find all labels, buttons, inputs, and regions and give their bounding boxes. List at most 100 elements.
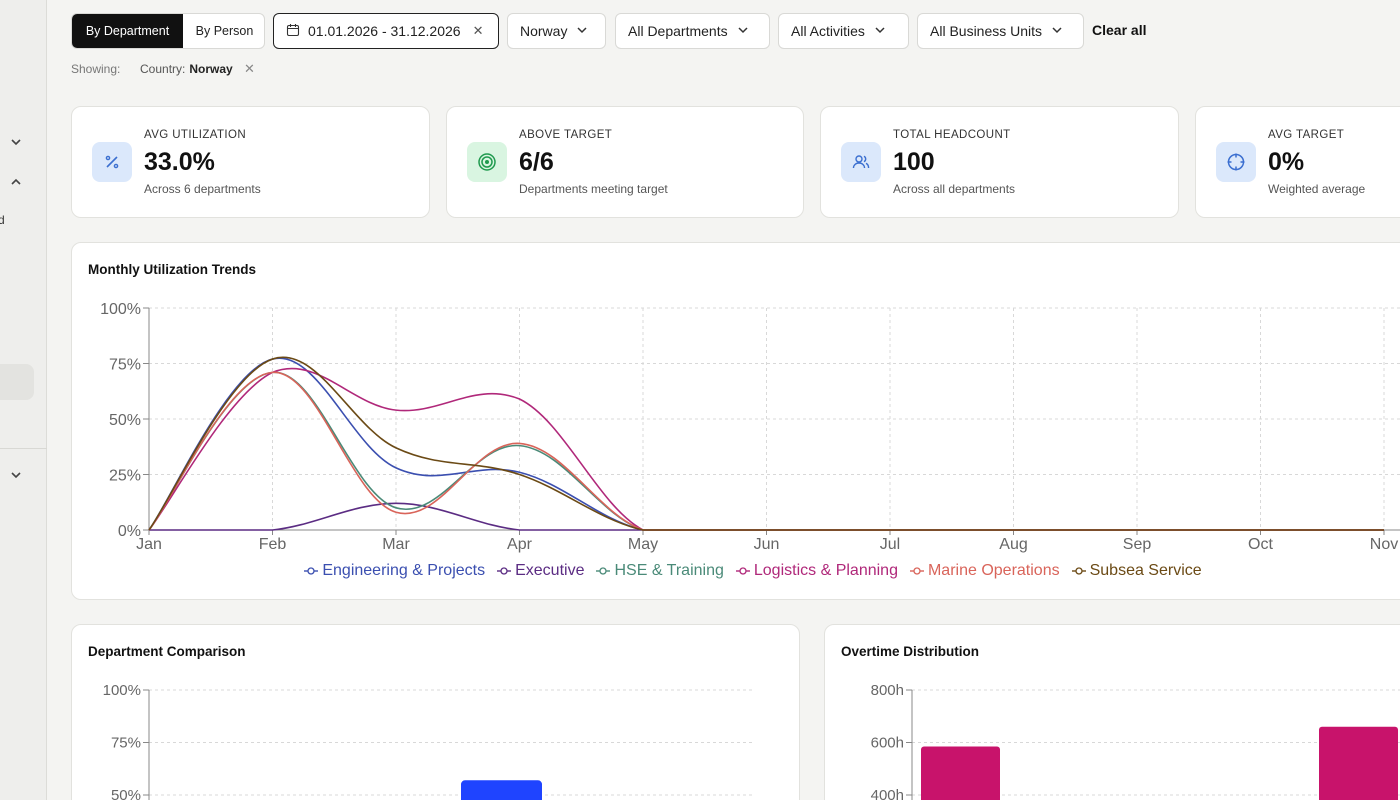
line-chart: 0% 25% 50% 75% 100% Jan Feb Mar Apr May Jun Jul Aug S…: [100, 301, 1400, 553]
date-range-label: 01.01.2026 - 31.12.2026: [308, 23, 461, 39]
date-range-picker[interactable]: 01.01.2026 - 31.12.2026 ✕: [273, 13, 499, 49]
by-department-button[interactable]: By Department: [72, 14, 183, 48]
percent-icon: [92, 142, 132, 182]
legend-swatch-icon: [735, 567, 750, 575]
legend-item[interactable]: HSE & Training: [596, 562, 724, 580]
kpi-subtext: Across 6 departments: [144, 182, 261, 196]
legend-swatch-icon: [909, 567, 924, 575]
sidebar-item-active[interactable]: [0, 364, 34, 400]
business-units-label: All Business Units: [930, 23, 1043, 39]
chart-legend: Engineering & Projects Executive HSE & Tra…: [72, 562, 1400, 580]
legend-label: Engineering & Projects: [322, 562, 486, 579]
filter-chip-value: Norway: [189, 62, 233, 76]
x-tick-label: Apr: [507, 536, 533, 553]
x-tick-label: Oct: [1248, 536, 1273, 553]
y-tick-label: 25%: [109, 468, 141, 485]
legend-label: HSE & Training: [614, 562, 724, 579]
crosshair-icon: [1216, 142, 1256, 182]
y-tick-label: 100%: [100, 301, 141, 318]
x-tick-label: Nov: [1370, 536, 1398, 553]
chevron-down-icon: [736, 23, 750, 40]
kpi-card-avg-target: AVG TARGET 0% Weighted average: [1195, 106, 1400, 218]
chevron-down-icon[interactable]: [8, 134, 24, 150]
country-label: Norway: [520, 23, 568, 39]
y-tick-label: 50%: [109, 412, 141, 429]
x-tick-label: Jul: [880, 536, 900, 553]
y-tick-label: 0%: [118, 523, 141, 540]
chevron-up-icon[interactable]: [8, 174, 24, 190]
legend-swatch-icon: [304, 567, 319, 575]
series-line: [148, 356, 1384, 531]
kpi-label: ABOVE TARGET: [519, 129, 613, 141]
remove-filter-icon[interactable]: ✕: [244, 61, 255, 76]
kpi-card-above-target: ABOVE TARGET 6/6 Departments meeting tar…: [446, 106, 804, 218]
sidebar-divider: [0, 448, 47, 449]
x-tick-label: Mar: [382, 536, 410, 553]
series-line: [148, 357, 1384, 531]
y-tick-label: 400h: [871, 787, 904, 800]
y-tick-label: 75%: [109, 357, 141, 374]
clear-all-button[interactable]: Clear all: [1092, 22, 1147, 38]
view-toggle: By Department By Person: [71, 13, 265, 49]
close-icon[interactable]: ✕: [472, 23, 484, 38]
activities-label: All Activities: [791, 23, 865, 39]
kpi-value: 100: [893, 148, 935, 176]
bar[interactable]: [461, 780, 542, 800]
y-tick-label: 100%: [103, 682, 141, 699]
kpi-subtext: Weighted average: [1268, 182, 1366, 196]
x-tick-label: Sep: [1123, 536, 1152, 553]
y-tick-label: 800h: [871, 682, 904, 699]
legend-swatch-icon: [1071, 567, 1086, 575]
country-select[interactable]: Norway: [507, 13, 606, 49]
kpi-card-total-headcount: TOTAL HEADCOUNT 100 Across all departmen…: [820, 106, 1179, 218]
legend-label: Subsea Service: [1089, 562, 1202, 579]
x-tick-label: Jan: [136, 536, 162, 553]
department-comparison-panel: Department Comparison 100% 75% 50%: [71, 624, 800, 800]
departments-select[interactable]: All Departments: [615, 13, 770, 49]
kpi-subtext: Across all departments: [893, 182, 1016, 196]
legend-label: Marine Operations: [927, 562, 1060, 579]
y-tick-label: 75%: [111, 735, 141, 752]
kpi-value: 0%: [1268, 148, 1305, 176]
kpi-value: 33.0%: [144, 148, 215, 176]
legend-item[interactable]: Executive: [497, 562, 584, 580]
legend-swatch-icon: [596, 567, 611, 575]
legend-item[interactable]: Marine Operations: [909, 562, 1060, 580]
legend-label: Executive: [515, 562, 585, 579]
panel-title: Department Comparison: [88, 644, 246, 659]
legend-item[interactable]: Subsea Service: [1071, 562, 1202, 580]
y-tick-label: 50%: [111, 787, 141, 800]
x-tick-label: Aug: [999, 536, 1027, 553]
target-icon: [467, 142, 507, 182]
x-tick-label: May: [628, 536, 658, 553]
legend-swatch-icon: [497, 567, 512, 575]
kpi-card-avg-utilization: AVG UTILIZATION 33.0% Across 6 departmen…: [71, 106, 430, 218]
overtime-distribution-panel: Overtime Distribution 800h 600h 400h: [824, 624, 1400, 800]
departments-label: All Departments: [628, 23, 728, 39]
calendar-icon: [286, 23, 300, 40]
users-icon: [841, 142, 881, 182]
panel-title: Overtime Distribution: [841, 644, 980, 659]
kpi-subtext: Departments meeting target: [519, 182, 668, 196]
bar[interactable]: [1319, 726, 1398, 800]
legend-label: Logistics & Planning: [753, 562, 898, 579]
legend-item[interactable]: Logistics & Planning: [735, 562, 898, 580]
chevron-down-icon: [575, 23, 589, 40]
business-units-select[interactable]: All Business Units: [917, 13, 1084, 49]
panel-title: Monthly Utilization Trends: [88, 262, 256, 277]
y-tick-label: 600h: [871, 735, 904, 752]
showing-label: Showing:: [71, 62, 121, 76]
activities-select[interactable]: All Activities: [778, 13, 909, 49]
monthly-trends-panel: Monthly Utilization Trends 0% 25% 50% 75% 10…: [71, 242, 1400, 600]
chevron-down-icon[interactable]: [8, 467, 24, 483]
legend-item[interactable]: Engineering & Projects: [304, 562, 485, 580]
x-tick-label: Jun: [754, 536, 780, 553]
filter-chip: Country: Norway: [140, 62, 233, 76]
bar[interactable]: [921, 746, 1000, 800]
bar-chart: 100% 75% 50%: [103, 682, 752, 800]
by-person-button[interactable]: By Person: [195, 24, 254, 38]
sidebar-item-label: d: [0, 213, 5, 227]
kpi-label: TOTAL HEADCOUNT: [893, 129, 1011, 141]
x-tick-label: Feb: [259, 536, 287, 553]
sidebar: d: [0, 0, 47, 800]
